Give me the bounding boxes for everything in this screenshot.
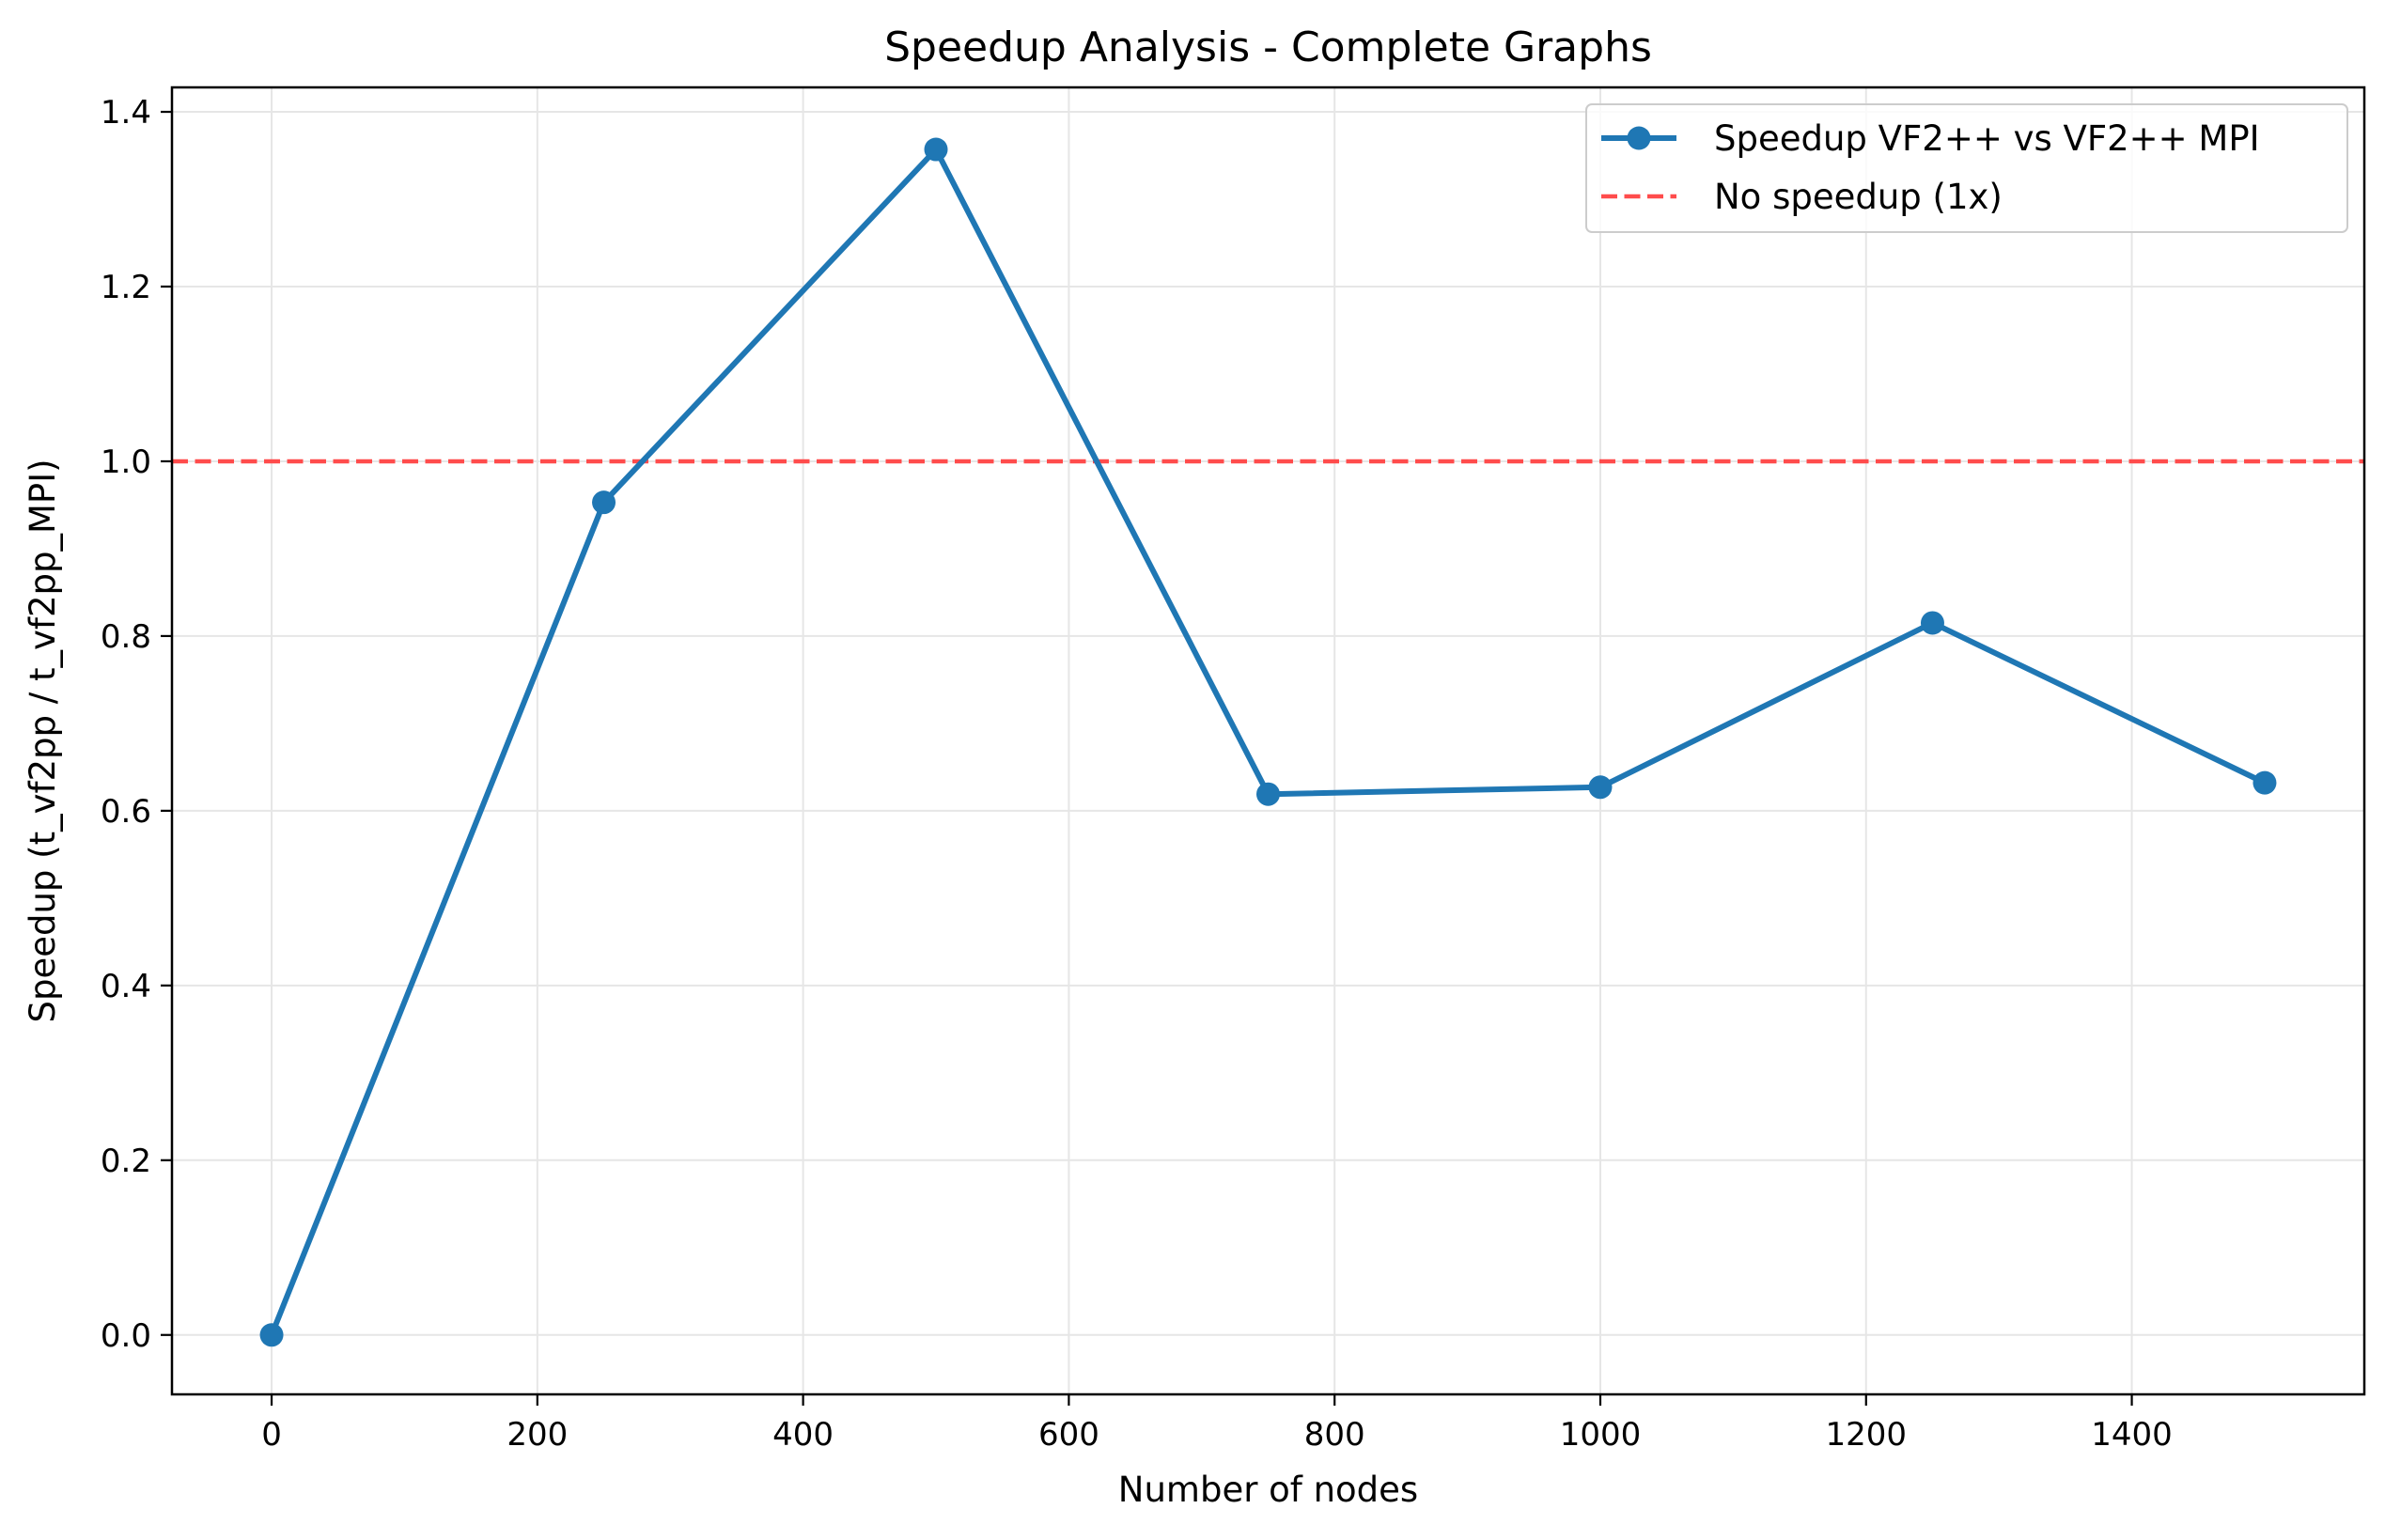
series-layer (259, 137, 2277, 1347)
plot-frame (170, 86, 2366, 1396)
chart-title: Speedup Analysis - Complete Graphs (884, 23, 1652, 71)
y-axis-label: Speedup (t_vf2pp / t_vf2pp_MPI) (23, 459, 63, 1022)
data-point (924, 137, 948, 162)
x-axis-ticks: 0 200 400 600 800 1000 1200 1400 (261, 1394, 2173, 1454)
y-tick-label: 0.4 (101, 968, 151, 1005)
legend-series-label: Speedup VF2++ vs VF2++ MPI (1714, 118, 2260, 159)
y-tick-label: 0.0 (101, 1317, 151, 1355)
x-tick-label: 1400 (2091, 1416, 2173, 1454)
x-tick-label: 0 (261, 1416, 282, 1454)
legend: Speedup VF2++ vs VF2++ MPI No speedup (1… (1585, 103, 2348, 233)
y-axis-ticks: 0.0 0.2 0.4 0.6 0.8 1.0 1.2 1.4 (101, 94, 172, 1355)
x-tick-label: 1000 (1560, 1416, 1642, 1454)
data-point (1920, 611, 1944, 635)
data-point (592, 490, 616, 515)
data-point (259, 1323, 284, 1347)
data-point (1256, 782, 1280, 806)
legend-reference-label: No speedup (1x) (1714, 177, 2003, 217)
y-tick-label: 1.0 (101, 443, 151, 481)
y-tick-label: 0.6 (101, 793, 151, 831)
data-point (2252, 770, 2277, 795)
y-tick-label: 1.4 (101, 94, 151, 132)
x-tick-label: 200 (507, 1416, 568, 1454)
data-point (1588, 775, 1613, 800)
legend-box (1585, 103, 2348, 233)
x-tick-label: 800 (1304, 1416, 1365, 1454)
y-tick-label: 0.8 (101, 618, 151, 656)
x-tick-label: 400 (772, 1416, 834, 1454)
x-axis-label: Number of nodes (1118, 1470, 1418, 1510)
legend-series-marker (1627, 126, 1651, 150)
y-tick-label: 0.2 (101, 1143, 151, 1180)
y-tick-label: 1.2 (101, 269, 151, 306)
x-tick-label: 600 (1038, 1416, 1099, 1454)
x-tick-label: 1200 (1826, 1416, 1908, 1454)
